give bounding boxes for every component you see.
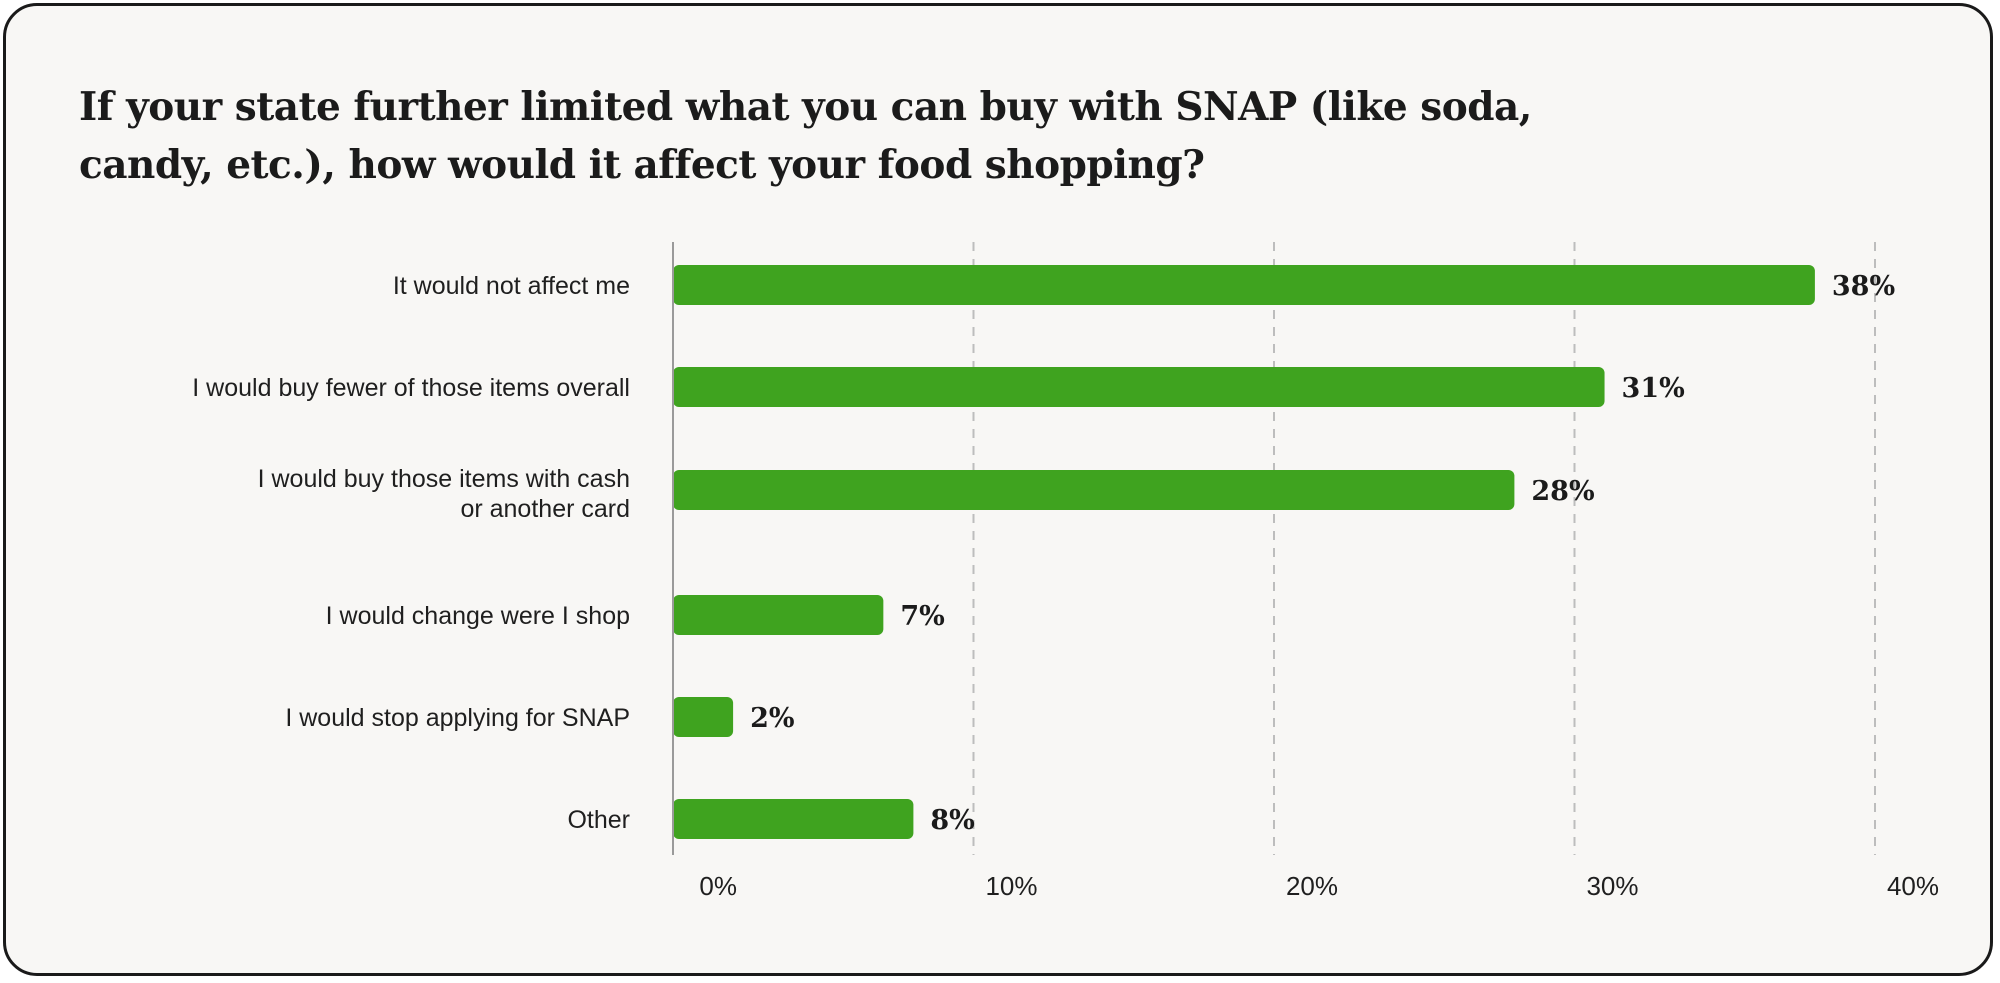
gridlines [972, 242, 1876, 855]
tick-label-40%: 40% [1887, 871, 1939, 901]
value-label-1: 38% [1832, 271, 1895, 302]
value-label-3: 28% [1531, 476, 1594, 507]
tick-label-20%: 20% [1286, 871, 1338, 901]
category-label-4: I would change were I shop [326, 602, 630, 630]
bar-6 [673, 799, 914, 839]
chart-card: If your state further limited what you c… [3, 3, 1993, 976]
category-label-5: I would stop applying for SNAP [285, 704, 630, 732]
tick-label-0%: 0% [699, 871, 737, 901]
category-label-1: It would not affect me [393, 272, 630, 300]
bar-2 [673, 367, 1605, 407]
tick-label-30%: 30% [1586, 871, 1638, 901]
tick-label-10%: 10% [985, 871, 1037, 901]
bar-1 [673, 265, 1815, 305]
x-tick-labels: 0% 10% 20% 30% 40% [699, 871, 1939, 901]
value-label-5: 2% [750, 703, 794, 734]
bar-4 [673, 595, 884, 635]
bars [673, 265, 1815, 839]
value-label-2: 31% [1622, 373, 1685, 404]
category-label-6: Other [567, 806, 630, 834]
category-labels: It would not affect me I would buy fewer … [192, 272, 630, 834]
bar-5 [673, 697, 734, 737]
value-label-6: 8% [930, 805, 974, 836]
category-label-3: I would buy those items with cash or anot… [258, 465, 630, 523]
category-label-2: I would buy fewer of those items overall [192, 374, 630, 402]
bar-3 [673, 470, 1515, 510]
value-labels: 38% 31% 28% 7% 2% 8% [750, 271, 1895, 836]
chart-title: If your state further limited what you c… [79, 84, 1532, 188]
value-label-4: 7% [900, 601, 944, 632]
